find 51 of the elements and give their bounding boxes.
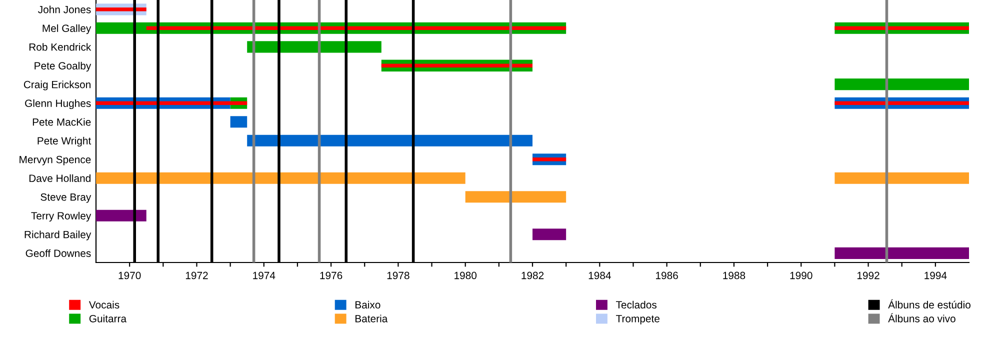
x-tick-label: 1990	[790, 272, 812, 280]
legend-label: Bateria	[356, 314, 388, 322]
x-tick-label: 1984	[588, 272, 611, 280]
bar	[146, 26, 566, 30]
legend-label: Álbuns de estúdio	[888, 299, 970, 309]
bar	[532, 228, 566, 240]
bar	[381, 64, 532, 68]
y-tick-label: John Jones	[38, 6, 91, 14]
x-tick-label: 1982	[522, 272, 544, 280]
bar	[96, 172, 466, 184]
legend-label: Álbuns ao vivo	[888, 313, 956, 322]
bar	[532, 158, 566, 162]
bar	[247, 41, 382, 53]
y-tick-label: Steve Bray	[40, 193, 92, 203]
x-tick-label: 1980	[454, 272, 477, 280]
bar	[834, 172, 969, 184]
bar	[230, 116, 248, 128]
bar	[96, 8, 146, 12]
bar	[834, 247, 969, 259]
y-tick-label: Mervyn Spence	[20, 156, 91, 166]
legend-label: Vocais	[88, 300, 120, 309]
bar	[247, 134, 532, 146]
legend-label: Trompete	[616, 315, 660, 324]
x-tick-label: 1992	[857, 272, 880, 280]
y-tick-label: Dave Holland	[29, 174, 90, 182]
x-tick-label: 1988	[723, 272, 746, 280]
y-tick-label: Craig Erickson	[24, 80, 90, 90]
x-tick-label: 1986	[656, 272, 678, 280]
x-tick-label: 1972	[186, 272, 208, 280]
y-tick-label: Terry Rowley	[31, 212, 92, 222]
bar	[834, 78, 969, 90]
y-tick-label: Pete MacKie	[32, 118, 91, 126]
legend-label: Baixo	[356, 300, 380, 309]
x-tick-label: 1974	[253, 272, 276, 280]
bar	[834, 26, 969, 30]
y-tick-label: Pete Wright	[38, 136, 92, 147]
legend-label: Teclados	[616, 300, 657, 309]
y-tick-label: Mel Galley	[42, 24, 92, 34]
y-tick-label: Rob Kendrick	[29, 43, 92, 51]
legend-label: Guitarra	[89, 314, 127, 322]
y-tick-label: Glenn Hughes	[25, 99, 91, 110]
y-tick-label: Geoff Downes	[26, 249, 91, 257]
bar	[834, 101, 969, 105]
bar	[96, 210, 146, 222]
bar	[465, 191, 566, 203]
x-tick-label: 1994	[924, 272, 947, 280]
x-tick-label: 1970	[118, 272, 141, 280]
x-tick-label: 1978	[387, 272, 410, 280]
y-tick-label: Pete Goalby	[34, 62, 92, 72]
y-tick-label: Richard Bailey	[24, 230, 92, 240]
x-tick-label: 1976	[320, 272, 342, 280]
